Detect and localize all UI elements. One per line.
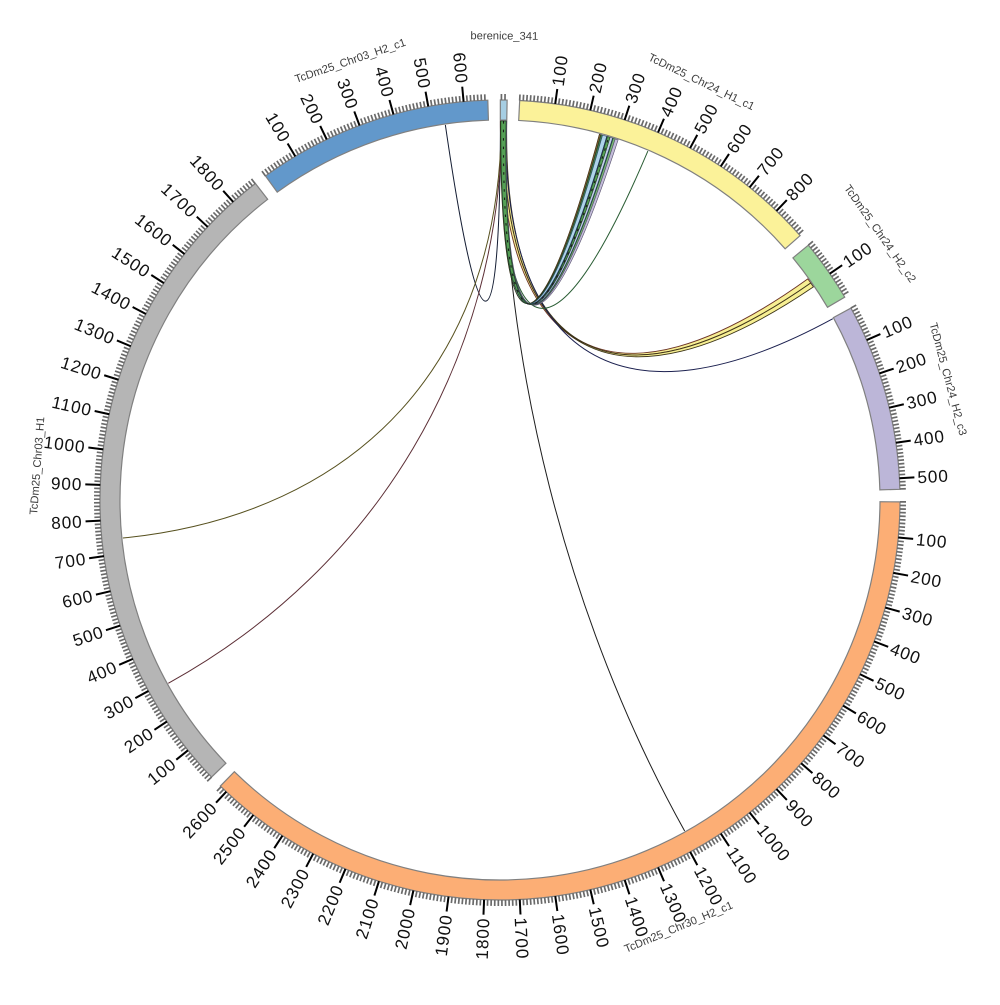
svg-text:400: 400 — [912, 426, 946, 450]
svg-text:1700: 1700 — [511, 917, 533, 960]
svg-text:1800: 1800 — [472, 917, 494, 960]
svg-text:700: 700 — [54, 549, 88, 573]
svg-text:800: 800 — [51, 512, 83, 534]
svg-text:berenice_341: berenice_341 — [470, 30, 538, 43]
svg-text:900: 900 — [51, 473, 83, 494]
svg-text:100: 100 — [915, 529, 948, 552]
svg-text:600: 600 — [449, 52, 472, 85]
svg-text:500: 500 — [917, 466, 949, 488]
svg-text:100: 100 — [548, 54, 572, 88]
